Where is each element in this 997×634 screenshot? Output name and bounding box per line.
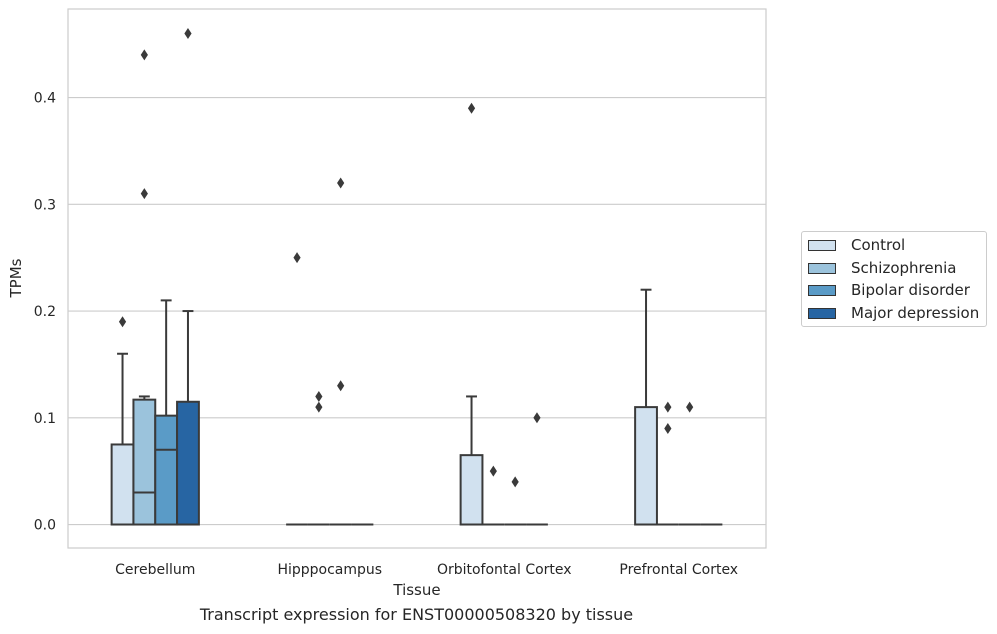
legend-label-schizophrenia: Schizophrenia bbox=[851, 259, 957, 277]
x-tick-label-prefrontal-cortex: Prefrontal Cortex bbox=[619, 562, 738, 578]
box-prefrontal-cortex-control bbox=[634, 288, 658, 526]
legend-label-control: Control bbox=[851, 236, 906, 254]
box-prefrontal-cortex-schizophrenia bbox=[656, 401, 679, 526]
legend-item-major-depression: Major depression bbox=[808, 303, 979, 323]
legend-label-major-depression: Major depression bbox=[851, 304, 980, 322]
box-cerebellum-bipolar-disorder bbox=[154, 299, 179, 526]
box-hipppocampus-schizophrenia bbox=[307, 390, 330, 526]
box-cerebellum-control bbox=[110, 316, 135, 526]
box-cerebellum-schizophrenia-outlier bbox=[140, 188, 148, 200]
box-orbitofontal-cortex-schizophrenia-outlier bbox=[489, 465, 497, 477]
legend-item-bipolar-disorder: Bipolar disorder bbox=[808, 280, 970, 300]
box-hipppocampus-bipolar-disorder-outlier bbox=[337, 177, 345, 189]
x-tick-label-orbitofontal-cortex: Orbitofontal Cortex bbox=[437, 562, 572, 578]
legend-swatch-schizophrenia bbox=[808, 262, 836, 274]
legend-swatch-control bbox=[808, 239, 836, 251]
box-prefrontal-cortex-control-body bbox=[634, 406, 658, 526]
box-hipppocampus-bipolar-disorder bbox=[329, 177, 352, 526]
legend-swatch-bipolar-disorder bbox=[808, 284, 836, 296]
x-tick-label-cerebellum: Cerebellum bbox=[115, 562, 195, 578]
legend: Control Schizophrenia Bipolar disorder M… bbox=[801, 231, 987, 327]
legend-item-control: Control bbox=[808, 235, 905, 255]
box-plot-series bbox=[110, 28, 723, 526]
box-orbitofontal-cortex-bipolar-disorder bbox=[504, 476, 527, 526]
x-tick-label-hipppocampus: Hipppocampus bbox=[277, 562, 382, 578]
box-cerebellum-major-depression-body bbox=[176, 400, 200, 526]
box-hipppocampus-control bbox=[286, 252, 308, 526]
x-axis-label: Tissue bbox=[392, 581, 440, 599]
box-orbitofontal-cortex-major-depression-outlier bbox=[533, 412, 541, 424]
x-tick-labels: Cerebellum Hipppocampus Orbitofontal Corte… bbox=[115, 562, 738, 578]
box-hipppocampus-schizophrenia-outlier bbox=[315, 390, 323, 402]
box-prefrontal-cortex-bipolar-disorder bbox=[678, 401, 701, 526]
plot-frame bbox=[67, 8, 767, 549]
y-tick-label: 0.0 bbox=[34, 518, 56, 534]
box-hipppocampus-control-outlier bbox=[293, 252, 301, 264]
box-orbitofontal-cortex-control bbox=[459, 102, 484, 526]
legend-swatch-major-depression bbox=[808, 307, 836, 319]
box-cerebellum-major-depression-outlier bbox=[184, 28, 192, 40]
box-orbitofontal-cortex-control-body bbox=[459, 454, 484, 526]
box-prefrontal-cortex-schizophrenia-outlier bbox=[664, 422, 672, 434]
box-orbitofontal-cortex-major-depression bbox=[526, 412, 548, 526]
box-cerebellum-major-depression bbox=[176, 28, 200, 526]
y-tick-label: 0.2 bbox=[34, 304, 56, 320]
chart-caption: Transcript expression for ENST0000050832… bbox=[199, 605, 634, 624]
box-cerebellum-schizophrenia-body bbox=[132, 398, 157, 526]
y-tick-labels: 0.0 0.1 0.2 0.3 0.4 bbox=[34, 91, 56, 534]
box-cerebellum-schizophrenia bbox=[132, 49, 157, 526]
box-cerebellum-schizophrenia-outlier bbox=[140, 49, 148, 61]
box-prefrontal-cortex-schizophrenia-outlier bbox=[664, 401, 672, 413]
box-orbitofontal-cortex-bipolar-disorder-outlier bbox=[511, 476, 519, 488]
box-cerebellum-bipolar-disorder-body bbox=[154, 414, 179, 526]
box-orbitofontal-cortex-schizophrenia bbox=[482, 465, 505, 526]
y-tick-label: 0.1 bbox=[34, 411, 56, 427]
y-tick-label: 0.3 bbox=[34, 197, 56, 213]
box-hipppocampus-bipolar-disorder-outlier bbox=[337, 380, 345, 392]
legend-item-schizophrenia: Schizophrenia bbox=[808, 258, 956, 278]
y-axis-label: TPMs bbox=[7, 258, 25, 298]
box-cerebellum-control-outlier bbox=[118, 316, 127, 328]
box-prefrontal-cortex-bipolar-disorder-outlier bbox=[686, 401, 694, 413]
legend-label-bipolar-disorder: Bipolar disorder bbox=[851, 281, 970, 299]
box-cerebellum-control-body bbox=[110, 443, 135, 526]
y-tick-label: 0.4 bbox=[34, 91, 56, 107]
box-hipppocampus-schizophrenia-outlier bbox=[315, 401, 323, 413]
box-orbitofontal-cortex-control-outlier bbox=[467, 102, 476, 114]
